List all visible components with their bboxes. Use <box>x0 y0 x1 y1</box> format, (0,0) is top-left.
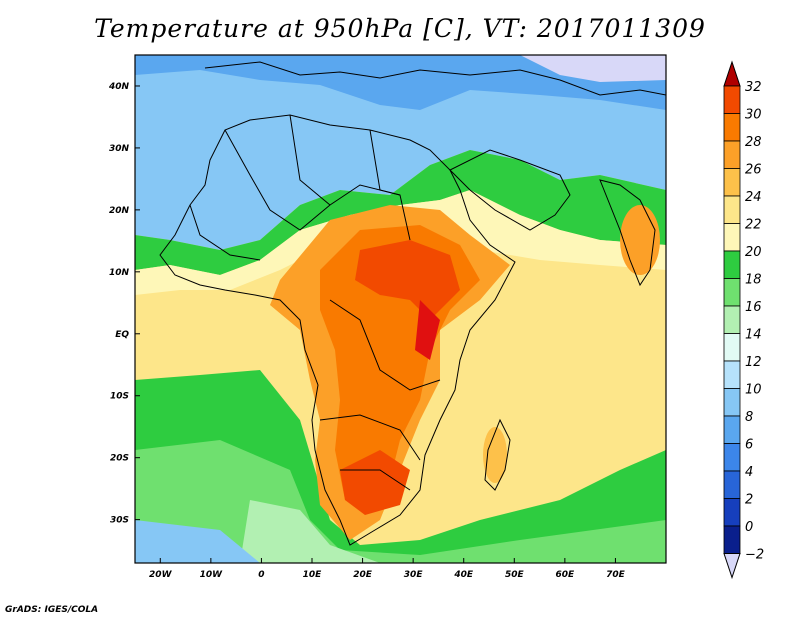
y-tick-label: 30N <box>109 144 130 154</box>
x-tick-label: 30E <box>404 570 424 580</box>
y-tick-labels: 40N 30N 20N 10N EQ 10S 20S 30S <box>108 82 130 526</box>
colorbar-swatch <box>723 250 741 279</box>
colorbar-label: 24 <box>745 190 762 205</box>
y-tick-label: 10N <box>109 268 130 278</box>
colorbar-bottom-arrow <box>723 553 741 580</box>
colorbar-swatch <box>723 305 741 334</box>
colorbar-swatch <box>723 195 741 224</box>
colorbar-label: 30 <box>745 108 762 123</box>
colorbar-top-arrow <box>723 60 741 87</box>
colorbar-swatch <box>723 360 741 389</box>
x-tick-label: 20E <box>353 570 373 580</box>
x-tick-label: 50E <box>505 570 525 580</box>
x-tick-label: 20W <box>149 570 173 580</box>
x-tick-label: 10E <box>303 570 323 580</box>
colorbar-swatch <box>723 113 741 142</box>
colorbar-swatch <box>723 525 741 554</box>
x-tick-labels: 20W 10W 0 10E 20E 30E 40E 50E 60E 70E <box>149 570 626 580</box>
colorbar-swatch <box>723 333 741 362</box>
map-field <box>135 55 666 563</box>
colorbar-label: 22 <box>745 218 762 233</box>
colorbar-swatch <box>723 470 741 499</box>
colorbar-swatch <box>723 388 741 417</box>
colorbar-label: 14 <box>745 328 762 343</box>
chart-title: Temperature at 950hPa [C], VT: 201701130… <box>94 14 706 43</box>
colorbar-label: 20 <box>745 245 762 260</box>
colorbar-swatch <box>723 140 741 169</box>
x-tick-label: 60E <box>556 570 576 580</box>
colorbar-label: 18 <box>745 273 762 288</box>
colorbar-label: 26 <box>745 163 762 178</box>
colorbar-label: 0 <box>745 520 753 535</box>
map-frame <box>134 54 667 564</box>
x-tick-label: 70E <box>606 570 626 580</box>
colorbar-swatch <box>723 443 741 472</box>
y-tick-label: 30S <box>110 516 129 526</box>
x-tick-label: 10W <box>200 570 224 580</box>
y-tick-label: 20N <box>109 206 130 216</box>
colorbar-label: 6 <box>745 438 753 453</box>
colorbar-swatch <box>723 415 741 444</box>
colorbar-label: 16 <box>745 300 762 315</box>
grads-credit: GrADS: IGES/COLA <box>5 605 99 615</box>
colorbar-label: 28 <box>745 135 762 150</box>
y-tick-label: EQ <box>115 330 129 340</box>
colorbar-swatch <box>723 168 741 197</box>
colorbar-label: 12 <box>745 355 762 370</box>
colorbar-label: −2 <box>745 548 764 563</box>
colorbar-label: 32 <box>745 80 762 95</box>
x-tick-label: 0 <box>258 570 264 580</box>
colorbar-label: 10 <box>745 383 762 398</box>
colorbar-label: 8 <box>745 410 753 425</box>
y-tick-label: 40N <box>108 82 130 92</box>
colorbar-swatch <box>723 85 741 114</box>
colorbar-label: 4 <box>745 465 753 480</box>
colorbar-swatch <box>723 498 741 527</box>
colorbar-swatch <box>723 278 741 307</box>
coastlines <box>159 61 666 546</box>
y-tick-label: 10S <box>110 392 129 402</box>
colorbar-swatch <box>723 223 741 252</box>
colorbar-label: 2 <box>745 493 753 508</box>
y-tick-label: 20S <box>110 454 129 464</box>
x-tick-label: 40E <box>453 570 474 580</box>
axis-ticks <box>135 85 616 563</box>
